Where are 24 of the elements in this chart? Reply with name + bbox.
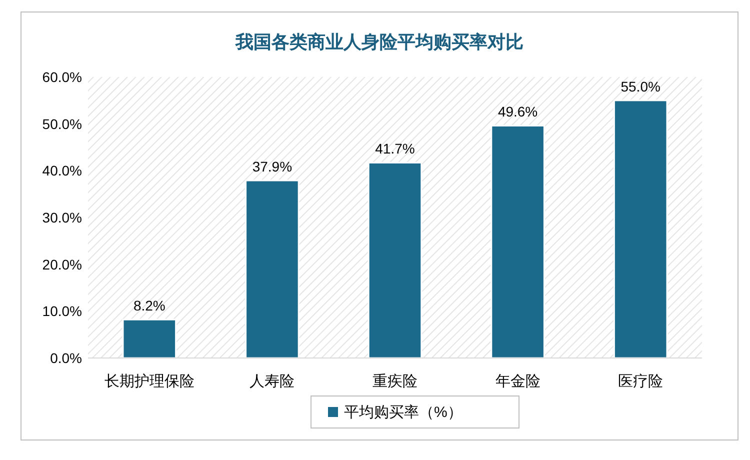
y-tick-label: 40.0%: [42, 162, 82, 179]
x-tick-label: 医疗险: [618, 373, 664, 390]
x-tick-label: 重疾险: [372, 373, 418, 390]
x-tick-label: 长期护理保险: [104, 373, 194, 390]
chart-title: 我国各类商业人身险平均购买率对比: [234, 32, 524, 52]
data-label: 8.2%: [133, 298, 166, 314]
bar: [368, 162, 422, 359]
data-label: 55.0%: [620, 78, 660, 94]
data-label: 37.9%: [252, 158, 292, 174]
x-tick-label: 人寿险: [250, 373, 295, 390]
y-tick-label: 20.0%: [42, 256, 82, 272]
x-tick-label: 年金险: [495, 373, 540, 390]
y-tick-label: 10.0%: [42, 303, 82, 320]
bar: [490, 124, 545, 359]
y-tick-label: 60.0%: [42, 69, 82, 85]
y-tick-label: 0.0%: [50, 350, 82, 366]
bar: [245, 180, 300, 359]
bar: [122, 318, 177, 359]
bar: [613, 100, 668, 359]
data-label: 41.7%: [375, 140, 415, 157]
legend-label: 平均购买率（%）: [344, 404, 462, 421]
data-label: 49.6%: [498, 104, 538, 120]
y-tick-label: 50.0%: [42, 116, 82, 132]
y-tick-label: 30.0%: [42, 210, 82, 226]
